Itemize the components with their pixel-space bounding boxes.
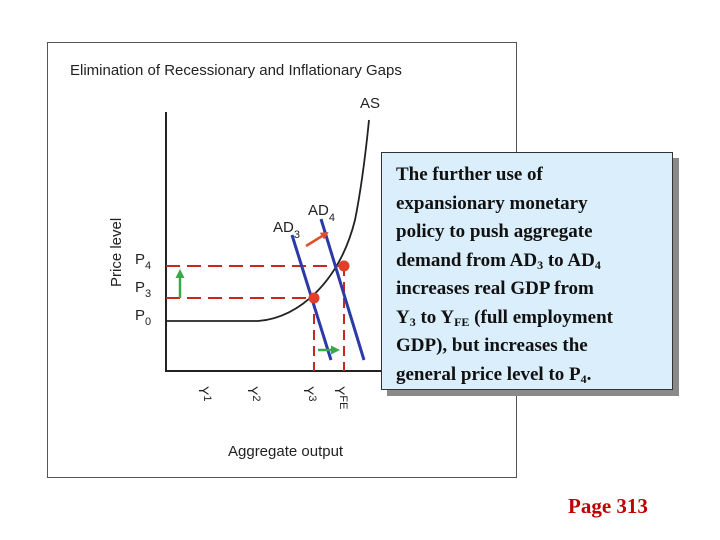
p4-label: P4 <box>135 251 151 272</box>
y2-label: Y2 <box>245 386 262 401</box>
y-axis-label: Price level <box>108 218 125 287</box>
equilibrium-point-ad3 <box>308 292 320 304</box>
callout-line: expansionary monetary <box>396 192 588 214</box>
p0-label: P0 <box>135 307 151 328</box>
callout-line: increases real GDP from <box>396 278 594 299</box>
callout-line: policy to push aggregate <box>396 221 593 242</box>
ad4-label: AD4 <box>308 202 335 224</box>
as-label: AS <box>360 95 380 112</box>
callout-line: Y3 to YFE (full employment <box>396 306 613 329</box>
as-curve <box>166 119 370 322</box>
ad3-label: AD3 <box>273 219 300 241</box>
diagram-title: Elimination of Recessionary and Inflatio… <box>70 62 402 79</box>
callout-line: GDP), but increases the <box>396 335 588 356</box>
callout-line: general price level to P4. <box>396 363 592 386</box>
ad-shift-arrow <box>305 231 329 248</box>
ad4-line <box>319 218 366 361</box>
explanation-callout: The further use of expansionary monetary… <box>381 152 673 390</box>
p3-label: P3 <box>135 279 151 300</box>
equilibrium-point-ad4 <box>338 260 350 272</box>
x-axis-label: Aggregate output <box>228 443 344 460</box>
callout-line: demand from AD3 to AD4 <box>396 249 601 272</box>
callout-line: The further use of <box>396 164 543 185</box>
y3-label: Y3 <box>301 386 318 401</box>
yfe-label: YFE <box>332 386 349 409</box>
y1-label: Y1 <box>196 386 213 401</box>
page-reference: Page 313 <box>568 494 648 518</box>
